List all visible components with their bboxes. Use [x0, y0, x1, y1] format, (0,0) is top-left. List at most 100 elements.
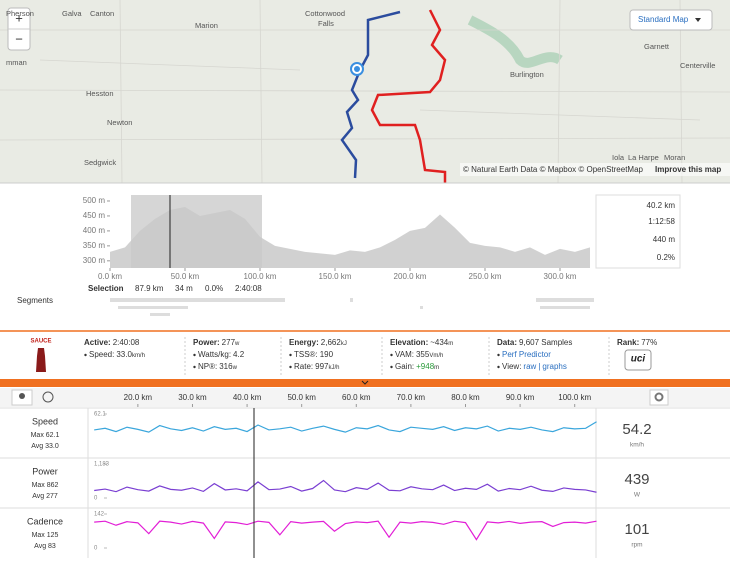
stream-avg: Avg 83: [34, 543, 56, 550]
improve-link[interactable]: Improve this map: [655, 165, 721, 174]
pin-icon: [19, 393, 25, 399]
item-label: TSS®:: [294, 350, 318, 359]
dropdown-caret: [695, 18, 701, 22]
x-tick-label: 100.0 km: [558, 393, 591, 402]
x-tick-label: 200.0 km: [394, 272, 427, 281]
stat-item: VAM: 355Vm/h: [395, 350, 443, 359]
zoom-in[interactable]: +: [15, 10, 23, 25]
stat-item[interactable]: Perf Predictor: [502, 350, 551, 359]
item-unit: m: [434, 365, 439, 371]
x-tick-label: 70.0 km: [397, 393, 426, 402]
current-unit: rpm: [631, 542, 642, 549]
selection-field: 87.9 km: [135, 284, 164, 293]
x-tick-label: 40.0 km: [233, 393, 262, 402]
item-label: NP®:: [198, 362, 217, 371]
x-tick-label: 50.0 km: [171, 272, 200, 281]
item-value: +948: [416, 362, 435, 371]
view-link[interactable]: |: [538, 362, 540, 371]
group-title: Elevation:: [390, 338, 428, 347]
item-value: 316: [219, 362, 233, 371]
map-label: Pherson: [6, 9, 34, 18]
group-unit: kJ: [341, 341, 347, 347]
current-unit: km/h: [630, 442, 644, 449]
settings-button[interactable]: [649, 389, 669, 406]
y-tick-label: 1,183: [94, 462, 110, 468]
x-tick-label: 0.0 km: [98, 272, 122, 281]
map-style-button[interactable]: [629, 9, 713, 31]
map-label: Sedgwick: [84, 158, 116, 167]
map-style-label[interactable]: Standard Map: [638, 15, 689, 24]
item-value: 4.2: [233, 350, 245, 359]
selection-field: Selection: [88, 284, 124, 293]
view-link[interactable]: graphs: [542, 362, 566, 371]
sauce-logo: SAUCE: [30, 339, 51, 345]
readout-value: 40.2 km: [647, 201, 676, 210]
sauce-bottle: [36, 348, 46, 372]
bullet: [390, 353, 393, 357]
group-title: Rank:: [617, 338, 639, 347]
item-value: 190: [320, 350, 334, 359]
x-tick-label: 30.0 km: [178, 393, 207, 402]
map-label: mman: [6, 58, 27, 67]
item-value: 355: [416, 350, 430, 359]
group-unit: m: [448, 341, 453, 347]
elevation-area: [110, 206, 590, 268]
stat-item: Speed: 33.0km/h: [89, 350, 145, 359]
toolbar: [0, 388, 730, 407]
badge-bg: [624, 349, 652, 371]
group-title: Data:: [497, 338, 517, 347]
segments-label: Segments: [17, 296, 53, 305]
readout-value: 1:12:58: [648, 217, 675, 226]
map-label: Canton: [90, 9, 114, 18]
stat-item: Gain: +948m: [395, 362, 439, 371]
bullet: [289, 353, 292, 357]
stream-avg: Avg 33.0: [31, 443, 59, 450]
bullet: [193, 353, 196, 357]
collapse-chevron: [361, 380, 369, 385]
route-red: [370, 9, 447, 183]
group-value: 77%: [641, 338, 657, 347]
group-header: Data: 9,607 Samples: [497, 338, 572, 347]
selection-field: 34 m: [175, 284, 193, 293]
group-header: Energy: 2,662kJ: [289, 338, 347, 347]
selection-field: 0.0%: [205, 284, 223, 293]
item-unit: w: [232, 365, 238, 371]
group-header: Elevation: ~434m: [390, 338, 453, 347]
map-label: Hesston: [86, 89, 114, 98]
x-tick-label: 50.0 km: [287, 393, 316, 402]
stream-max: Max 62.1: [31, 432, 60, 439]
x-tick-label: 300.0 km: [544, 272, 577, 281]
stat-item: Watts/kg: 4.2: [198, 350, 245, 359]
stream-avg: Avg 277: [32, 493, 58, 500]
attribution[interactable]: © Natural Earth Data © Mapbox © OpenStre…: [463, 165, 644, 174]
item-unit: kJ/h: [328, 365, 339, 371]
stat-item: TSS®: 190: [294, 350, 334, 359]
group-unit: w: [234, 341, 240, 347]
bullet: [289, 365, 292, 369]
map-label: La Harpe: [628, 153, 659, 162]
stream-line: [94, 520, 597, 541]
item-label: Speed:: [89, 350, 114, 359]
map-label: Falls: [318, 19, 334, 28]
bullet: [497, 365, 500, 369]
stream-title: Power: [32, 466, 58, 476]
item-label: Rate:: [294, 362, 313, 371]
item-unit: km/h: [132, 353, 145, 359]
item-label: Watts/kg:: [198, 350, 231, 359]
view-link[interactable]: raw: [523, 362, 536, 371]
map-label: Cottonwood: [305, 9, 345, 18]
current-value: 54.2: [622, 421, 651, 438]
stat-item: NP®: 316w: [198, 362, 238, 371]
zoom-out[interactable]: −: [15, 31, 23, 46]
current-unit: W: [634, 492, 641, 499]
x-tick-label: 80.0 km: [451, 393, 480, 402]
item-label: Perf Predictor: [502, 350, 551, 359]
attribution-bg: [460, 163, 730, 176]
collapse-bar[interactable]: [0, 379, 730, 387]
group-value: 2,662: [321, 338, 342, 347]
lake: [467, 15, 563, 68]
y-tick-label: 0: [94, 496, 98, 502]
clock-button[interactable]: [42, 391, 54, 403]
stream-line: [94, 421, 597, 433]
